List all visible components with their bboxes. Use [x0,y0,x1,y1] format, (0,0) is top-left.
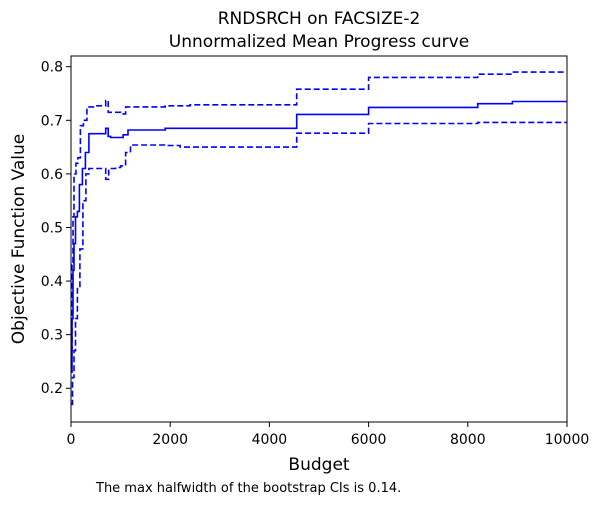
x-tick-label: 4000 [252,432,288,448]
series-line-upper-ci [71,71,567,352]
x-tick-label: 6000 [351,432,387,448]
series-line-mean [71,100,567,373]
x-tick-label: 0 [67,432,76,448]
x-tick-label: 8000 [450,432,486,448]
x-tick-label: 2000 [152,432,188,448]
y-tick-label: 0.4 [41,274,63,290]
y-axis-ticks: 0.2 0.3 0.4 0.5 0.6 0.7 0.8 [41,60,71,397]
y-tick-label: 0.7 [41,113,63,129]
y-tick-label: 0.8 [41,60,63,76]
x-tick-label: 10000 [545,432,590,448]
y-tick-label: 0.2 [41,381,63,397]
y-tick-label: 0.5 [41,220,63,236]
x-axis-label: Budget [288,455,349,475]
plot-frame [70,55,568,423]
x-axis-ticks: 0 2000 4000 6000 8000 10000 [67,422,590,448]
series-layer [71,71,567,406]
y-tick-label: 0.3 [41,328,63,344]
chart-title: RNDSRCH on FACSIZE-2 [218,9,421,29]
chart-subtitle: Unnormalized Mean Progress curve [169,32,469,52]
y-axis-label: Objective Function Value [9,134,29,344]
y-tick-label: 0.6 [41,167,63,183]
series-line-lower-ci [71,121,567,406]
bootstrap-note: The max halfwidth of the bootstrap CIs i… [95,481,401,496]
